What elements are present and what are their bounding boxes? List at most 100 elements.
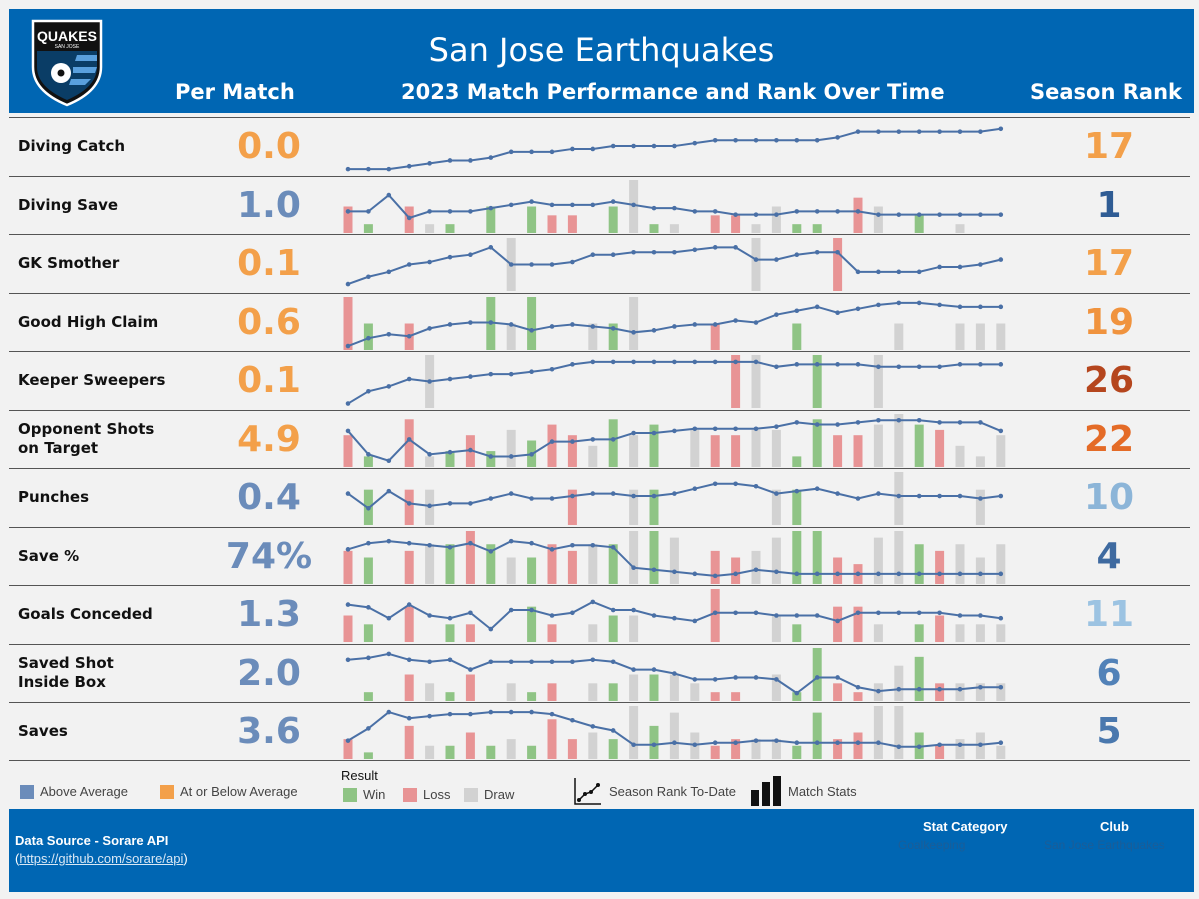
season-rank-point[interactable]	[794, 307, 800, 313]
match-stat-bar[interactable]	[363, 455, 373, 467]
season-rank-point[interactable]	[978, 684, 983, 690]
season-rank-point[interactable]	[998, 304, 1004, 309]
season-rank-point[interactable]	[835, 208, 840, 214]
season-rank-point[interactable]	[692, 359, 698, 365]
season-rank-point[interactable]	[549, 546, 555, 552]
season-rank-point[interactable]	[916, 493, 922, 499]
season-rank-point[interactable]	[916, 364, 922, 370]
match-stat-bar[interactable]	[996, 624, 1006, 642]
match-stat-bar[interactable]	[975, 682, 985, 701]
match-stat-bar[interactable]	[812, 647, 822, 701]
season-rank-point[interactable]	[508, 262, 514, 267]
season-rank-point[interactable]	[529, 451, 534, 457]
season-rank-point[interactable]	[753, 257, 759, 262]
match-stat-bar[interactable]	[812, 530, 822, 584]
match-stat-bar[interactable]	[445, 543, 455, 584]
season-rank-point[interactable]	[549, 438, 555, 444]
match-stat-bar[interactable]	[567, 489, 577, 525]
season-rank-point[interactable]	[835, 362, 840, 367]
season-rank-point[interactable]	[835, 740, 840, 746]
season-rank-point[interactable]	[427, 503, 432, 509]
season-rank-point[interactable]	[855, 571, 861, 576]
season-rank-point[interactable]	[406, 540, 412, 546]
match-stat-bar[interactable]	[343, 206, 353, 233]
season-rank-point[interactable]	[610, 436, 616, 442]
match-stat-bar[interactable]	[547, 682, 557, 701]
season-rank-point[interactable]	[957, 211, 963, 217]
season-rank-point[interactable]	[916, 744, 922, 750]
season-rank-point[interactable]	[468, 501, 473, 506]
season-rank-point[interactable]	[386, 192, 392, 197]
match-stat-bar[interactable]	[914, 424, 924, 467]
season-rank-point[interactable]	[651, 359, 657, 365]
season-rank-point[interactable]	[978, 419, 983, 425]
season-rank-point[interactable]	[570, 438, 575, 444]
match-stat-bar[interactable]	[445, 691, 455, 701]
season-rank-point[interactable]	[978, 129, 983, 134]
match-stat-bar[interactable]	[567, 550, 577, 584]
match-stat-bar[interactable]	[935, 550, 945, 584]
season-rank-point[interactable]	[896, 211, 902, 217]
season-rank-point[interactable]	[957, 571, 963, 576]
match-stat-bar[interactable]	[833, 238, 843, 291]
match-stat-bar[interactable]	[833, 739, 843, 759]
season-rank-point[interactable]	[610, 325, 616, 331]
match-stat-bar[interactable]	[710, 550, 720, 584]
season-rank-point[interactable]	[488, 205, 494, 210]
match-stat-bar[interactable]	[873, 537, 883, 584]
season-rank-point[interactable]	[406, 715, 412, 721]
season-rank-point[interactable]	[774, 491, 779, 496]
match-stat-bar[interactable]	[731, 557, 741, 584]
season-rank-point[interactable]	[814, 486, 820, 491]
season-rank-point[interactable]	[998, 493, 1004, 499]
season-rank-point[interactable]	[957, 362, 963, 367]
season-rank-point[interactable]	[508, 453, 514, 459]
match-stat-bar[interactable]	[996, 323, 1006, 350]
match-stat-bar[interactable]	[833, 606, 843, 642]
season-rank-point[interactable]	[937, 493, 942, 499]
season-rank-point[interactable]	[427, 713, 432, 719]
season-rank-point[interactable]	[508, 658, 514, 664]
season-rank-point[interactable]	[692, 571, 698, 576]
season-rank-point[interactable]	[835, 421, 840, 427]
match-stat-bar[interactable]	[996, 434, 1006, 467]
season-rank-point[interactable]	[549, 323, 555, 329]
season-rank-point[interactable]	[386, 538, 392, 543]
match-stat-bar[interactable]	[629, 489, 639, 525]
season-rank-point[interactable]	[610, 658, 616, 664]
season-rank-point[interactable]	[937, 571, 942, 576]
match-stat-bar[interactable]	[914, 214, 924, 233]
match-stat-bar[interactable]	[710, 214, 720, 233]
match-stat-bar[interactable]	[812, 712, 822, 759]
season-rank-point[interactable]	[570, 542, 575, 548]
season-rank-point[interactable]	[733, 610, 738, 616]
season-rank-point[interactable]	[998, 362, 1004, 367]
match-stat-bar[interactable]	[527, 606, 537, 642]
match-stat-bar[interactable]	[771, 739, 781, 759]
season-rank-point[interactable]	[753, 610, 759, 616]
match-stat-bar[interactable]	[608, 323, 618, 350]
season-rank-point[interactable]	[549, 202, 555, 207]
match-stat-bar[interactable]	[792, 223, 802, 233]
match-stat-bar[interactable]	[425, 543, 435, 584]
match-stat-bar[interactable]	[955, 624, 965, 642]
match-stat-bar[interactable]	[731, 691, 741, 701]
match-stat-bar[interactable]	[608, 739, 618, 759]
match-stat-bar[interactable]	[608, 418, 618, 467]
match-stat-bar[interactable]	[506, 739, 516, 759]
match-stat-bar[interactable]	[506, 557, 516, 584]
season-rank-point[interactable]	[651, 742, 657, 748]
season-rank-point[interactable]	[876, 302, 881, 307]
season-rank-point[interactable]	[876, 129, 881, 134]
season-rank-point[interactable]	[468, 666, 473, 672]
season-rank-point[interactable]	[794, 419, 800, 425]
match-stat-bar[interactable]	[608, 615, 618, 643]
season-rank-point[interactable]	[814, 362, 820, 367]
season-rank-point[interactable]	[366, 605, 371, 610]
season-rank-point[interactable]	[855, 269, 861, 275]
season-rank-point[interactable]	[549, 366, 555, 372]
season-rank-point[interactable]	[957, 613, 963, 618]
season-rank-point[interactable]	[774, 311, 779, 317]
season-rank-point[interactable]	[814, 421, 820, 427]
match-stat-bar[interactable]	[629, 706, 639, 759]
